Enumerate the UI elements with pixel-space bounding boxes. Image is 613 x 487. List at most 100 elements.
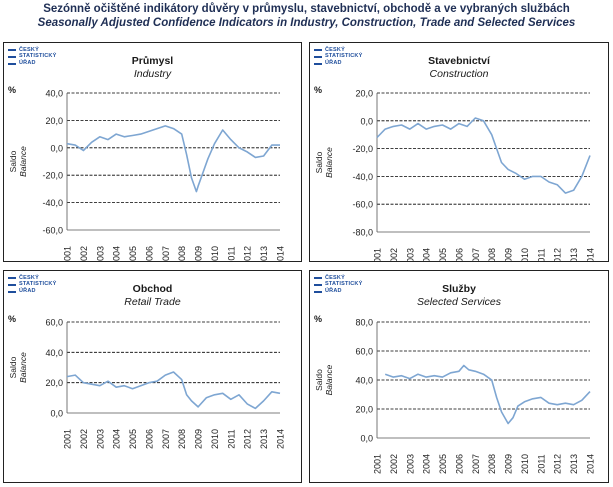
header-title-cz: Sezónně očištěné indikátory důvěry v prů…: [43, 3, 570, 15]
chart-subtitle: Construction: [429, 68, 489, 80]
x-tick-label: 2003: [405, 248, 415, 261]
x-tick-label: 2011: [536, 454, 546, 473]
x-tick-label: 2001: [373, 454, 383, 474]
x-tick-label: 2003: [405, 454, 415, 474]
x-tick-label: 2012: [243, 429, 253, 449]
x-tick-label: 2012: [243, 246, 253, 261]
logo-line: STATISTICKÝ: [19, 53, 57, 60]
chart-plot: 0,0 20,0 40,0 60,0 2001 2002 2003 2004 2005 2006 2…: [8, 318, 286, 450]
chart-panel-industry: ČESKÝ STATISTICKÝ ÚŘAD Průmysl Industry% -60,…: [3, 42, 302, 262]
unit-label: %: [314, 85, 323, 95]
y-tick-label: 60,0: [355, 347, 373, 357]
y-tick-label: 0,0: [50, 409, 63, 419]
x-tick-label: 2009: [504, 454, 514, 474]
y-tick-label: -60,0: [42, 226, 63, 236]
logo-line: ČESKÝ: [325, 47, 345, 53]
logo-line: STATISTICKÝ: [19, 281, 57, 288]
logo-text: ČESKÝ STATISTICKÝ ÚŘAD: [325, 275, 362, 294]
x-tick-label: 2004: [112, 246, 122, 261]
csu-logo: ČESKÝ STATISTICKÝ ÚŘAD: [8, 47, 64, 71]
y-tick-label: 40,0: [45, 348, 63, 358]
x-tick-label: 2004: [112, 429, 122, 449]
x-tick-label: 2006: [144, 246, 154, 261]
x-tick-label: 2006: [144, 429, 154, 449]
x-tick-label: 2006: [454, 454, 464, 474]
chart-subtitle: Industry: [133, 68, 172, 80]
x-tick-label: 2001: [63, 246, 73, 261]
y-axis-title: Saldo: [8, 150, 18, 172]
x-tick-label: 2013: [259, 429, 269, 449]
x-tick-label: 2007: [471, 454, 481, 474]
x-tick-label: 2002: [79, 429, 89, 449]
x-tick-label: 2003: [95, 429, 105, 449]
page-header: Sezónně očištěné indikátory důvěry v prů…: [0, 2, 613, 30]
x-tick-label: 2010: [520, 248, 530, 261]
series-line: [66, 371, 281, 410]
series-line: [66, 125, 280, 193]
logo-line: ÚŘAD: [325, 287, 342, 294]
csu-logo: ČESKÝ STATISTICKÝ ÚŘAD: [8, 275, 64, 299]
x-tick-label: 2014: [276, 429, 286, 449]
logo-line: ČESKÝ: [325, 275, 345, 281]
chart-panel-selected-services: ČESKÝ STATISTICKÝ ÚŘAD Služby Selected Servi…: [309, 270, 609, 483]
x-tick-label: 2005: [128, 429, 138, 449]
x-tick-label: 2007: [471, 248, 481, 261]
y-tick-label: -20,0: [352, 144, 373, 154]
series-line: [384, 364, 591, 425]
x-tick-label: 2010: [210, 429, 220, 449]
y-tick-label: 0,0: [360, 434, 373, 444]
logo-bar: [8, 277, 16, 279]
y-tick-label: 20,0: [355, 89, 373, 99]
x-tick-label: 2011: [226, 429, 236, 448]
y-tick-label: -40,0: [42, 198, 63, 208]
x-tick-label: 2009: [194, 246, 204, 261]
x-tick-label: 2013: [259, 246, 269, 261]
x-tick-label: 2009: [504, 248, 514, 261]
x-tick-label: 2012: [553, 454, 563, 474]
unit-label: %: [314, 314, 323, 324]
x-tick-label: 2008: [177, 429, 187, 449]
x-tick-label: 2014: [586, 454, 596, 474]
logo-line: ČESKÝ: [19, 47, 39, 53]
y-axis-title-en: Balance: [18, 352, 28, 383]
header-title-en: Seasonally Adjusted Confidence Indicator…: [37, 17, 576, 29]
logo-text: ČESKÝ STATISTICKÝ ÚŘAD: [325, 47, 362, 66]
y-axis-title-en: Balance: [324, 147, 334, 178]
series-line: [376, 117, 591, 194]
logo-line: STATISTICKÝ: [325, 53, 363, 60]
chart-title: Obchod: [132, 283, 173, 295]
logo-bar: [314, 291, 322, 293]
logo-bar: [8, 284, 16, 286]
chart-subtitle: Retail Trade: [124, 296, 181, 308]
y-tick-label: 20,0: [355, 405, 373, 415]
logo-line: ÚŘAD: [19, 287, 36, 294]
chart-plot: -80,0 -60,0 -40,0 -20,0 0,0 20,0 2001 2002 2003 2…: [314, 89, 596, 262]
x-tick-label: 2001: [373, 248, 383, 261]
x-tick-label: 2008: [487, 248, 497, 261]
x-tick-label: 2008: [487, 454, 497, 474]
logo-line: STATISTICKÝ: [325, 281, 363, 288]
x-tick-label: 2005: [438, 454, 448, 474]
x-tick-label: 2010: [520, 454, 530, 474]
y-axis-title-en: Balance: [324, 364, 334, 395]
y-tick-label: 80,0: [355, 318, 373, 328]
x-tick-label: 2004: [422, 454, 432, 474]
logo-bar: [314, 49, 322, 51]
x-tick-label: 2010: [210, 246, 220, 261]
logo-line: ÚŘAD: [325, 59, 342, 66]
y-tick-label: -40,0: [352, 172, 373, 182]
x-tick-label: 2008: [177, 246, 187, 261]
y-tick-label: 40,0: [45, 89, 63, 99]
chart-title: Průmysl: [131, 55, 174, 67]
logo-bar: [8, 63, 16, 65]
x-tick-label: 2005: [128, 246, 138, 261]
y-axis-title: Saldo: [314, 369, 324, 391]
chart-plot: 0,0 20,0 40,0 60,0 80,0 2001 2002 2003 2004 2005 2…: [314, 318, 596, 475]
chart-subtitle: Selected Services: [416, 296, 502, 308]
y-tick-label: 20,0: [45, 378, 63, 388]
unit-label: %: [8, 314, 17, 324]
y-tick-label: -60,0: [352, 200, 373, 210]
logo-bar: [8, 49, 16, 51]
logo-bar: [314, 63, 322, 65]
chart-plot: -60,0 -40,0 -20,0 0,0 20,0 40,0 2001 2002 2003 20…: [8, 89, 286, 262]
